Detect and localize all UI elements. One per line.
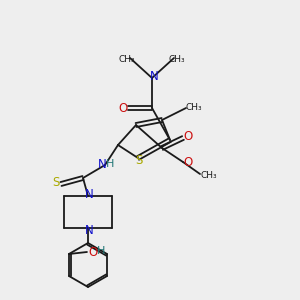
Text: CH₃: CH₃ (169, 55, 185, 64)
Text: N: N (150, 70, 158, 83)
Text: H: H (97, 246, 105, 256)
Text: N: N (98, 158, 106, 170)
Text: H: H (106, 159, 114, 169)
Text: S: S (52, 176, 60, 190)
Text: O: O (183, 130, 193, 143)
Text: O: O (118, 101, 127, 115)
Text: N: N (85, 188, 93, 200)
Text: O: O (88, 245, 98, 259)
Text: O: O (183, 155, 193, 169)
Text: CH₃: CH₃ (186, 103, 202, 112)
Text: N: N (85, 224, 93, 236)
Text: CH₃: CH₃ (119, 55, 135, 64)
Text: CH₃: CH₃ (201, 170, 217, 179)
Text: S: S (135, 154, 143, 166)
